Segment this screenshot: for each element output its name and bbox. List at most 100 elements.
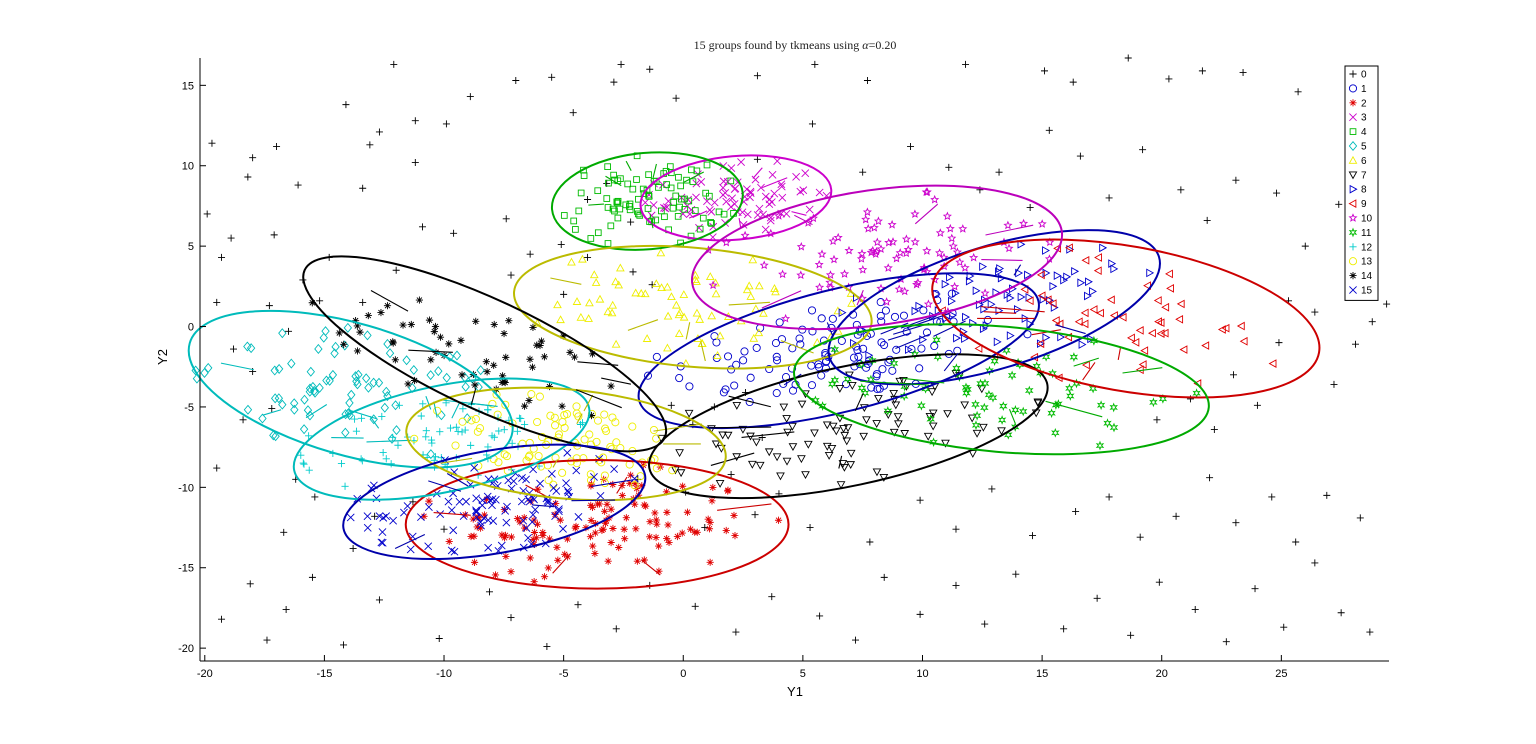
data-point-group-6 xyxy=(663,282,672,291)
data-point-group-1 xyxy=(732,360,741,369)
data-point-group-6 xyxy=(754,281,764,290)
data-point-group-2 xyxy=(520,514,528,522)
data-point-group-4 xyxy=(572,226,579,233)
data-point-group-2 xyxy=(598,526,606,534)
legend-label: 8 xyxy=(1361,185,1367,196)
data-point-group-14 xyxy=(566,348,574,356)
data-point-noise xyxy=(648,281,656,289)
data-point-group-15 xyxy=(488,501,496,510)
data-point-group-13 xyxy=(592,437,601,446)
data-point-group-3 xyxy=(773,157,782,165)
y-axis-label: Y2 xyxy=(155,349,170,365)
data-point-group-1 xyxy=(777,335,786,344)
data-point-group-2 xyxy=(730,511,738,520)
data-point-group-10 xyxy=(895,248,905,257)
data-point-group-15 xyxy=(447,546,456,555)
data-point-noise xyxy=(1330,380,1338,388)
data-point-group-4 xyxy=(688,166,695,174)
data-point-group-1 xyxy=(915,364,924,373)
data-point-group-10 xyxy=(922,246,932,255)
data-point-noise xyxy=(768,593,776,601)
data-point-noise xyxy=(466,93,474,101)
data-point-group-4 xyxy=(702,189,710,197)
data-point-noise xyxy=(409,498,417,506)
data-point-group-8 xyxy=(838,308,847,317)
cluster-ray xyxy=(1117,348,1121,360)
data-point-group-2 xyxy=(603,500,611,508)
data-point-group-2 xyxy=(638,482,646,490)
data-point-group-8 xyxy=(1071,266,1080,276)
data-point-noise xyxy=(273,142,281,150)
data-point-group-2 xyxy=(691,528,699,536)
data-point-noise xyxy=(294,181,302,189)
data-point-group-2 xyxy=(534,485,542,493)
data-point-noise xyxy=(981,620,989,628)
data-point-group-6 xyxy=(567,257,576,266)
data-point-group-11 xyxy=(1024,385,1034,396)
data-point-group-2 xyxy=(652,516,660,524)
data-point-group-4 xyxy=(633,176,640,183)
data-point-group-13 xyxy=(586,470,595,479)
data-point-group-11 xyxy=(1011,404,1020,415)
data-point-group-1 xyxy=(922,328,931,337)
data-point-group-14 xyxy=(351,317,360,325)
data-point-group-5 xyxy=(351,371,360,382)
data-point-group-12 xyxy=(299,459,307,467)
data-point-group-2 xyxy=(530,528,539,537)
data-point-group-13 xyxy=(599,453,608,462)
data-point-group-8 xyxy=(1108,259,1117,268)
data-point-noise xyxy=(1076,152,1084,160)
data-point-group-12 xyxy=(495,427,503,435)
legend-marker-15 xyxy=(1349,286,1357,294)
data-point-group-15 xyxy=(528,518,537,526)
cluster-ellipse-5 xyxy=(187,309,514,469)
data-point-group-12 xyxy=(305,466,313,474)
data-point-group-6 xyxy=(847,298,856,307)
legend-entry-13: 13 xyxy=(1348,257,1373,268)
data-point-noise xyxy=(1352,340,1360,348)
data-point-group-2 xyxy=(589,542,597,550)
data-point-group-14 xyxy=(501,378,509,387)
data-point-group-7 xyxy=(824,451,834,460)
data-point-group-9 xyxy=(1025,296,1034,306)
data-point-group-5 xyxy=(299,424,309,435)
data-point-group-8 xyxy=(953,333,961,343)
cluster-ray xyxy=(709,426,772,429)
data-point-noise xyxy=(1165,75,1173,83)
data-point-group-6 xyxy=(748,255,758,264)
data-point-group-8 xyxy=(1110,264,1119,274)
data-point-group-3 xyxy=(796,187,805,196)
data-point-group-3 xyxy=(647,211,656,220)
data-point-group-9 xyxy=(1127,333,1135,343)
data-point-group-2 xyxy=(663,534,671,543)
data-point-group-2 xyxy=(591,549,599,558)
cluster-ray xyxy=(856,289,864,306)
data-point-group-10 xyxy=(856,254,867,263)
data-point-group-7 xyxy=(776,472,785,481)
data-point-group-7 xyxy=(715,480,725,488)
data-point-group-3 xyxy=(728,194,737,203)
legend-label: 11 xyxy=(1361,228,1372,239)
data-point-group-10 xyxy=(913,277,923,287)
data-point-group-2 xyxy=(724,487,732,495)
cluster-ray xyxy=(1008,408,1016,424)
data-point-group-10 xyxy=(1045,237,1055,247)
data-point-group-2 xyxy=(491,571,500,579)
legend-marker-13 xyxy=(1348,257,1358,266)
data-point-group-2 xyxy=(482,495,491,503)
cluster-ellipse-2 xyxy=(404,459,790,590)
data-point-group-8 xyxy=(948,296,956,306)
y-tick-label: 0 xyxy=(188,322,194,334)
data-point-group-2 xyxy=(475,514,483,522)
data-point-group-14 xyxy=(430,328,438,336)
data-point-group-3 xyxy=(692,193,700,202)
data-point-group-8 xyxy=(975,300,984,310)
data-point-group-14 xyxy=(391,356,399,364)
data-point-group-12 xyxy=(389,433,397,441)
data-point-group-1 xyxy=(876,298,885,307)
data-point-group-6 xyxy=(656,248,666,257)
data-point-group-2 xyxy=(556,516,564,524)
data-point-group-5 xyxy=(382,386,391,397)
data-point-group-6 xyxy=(674,329,684,337)
